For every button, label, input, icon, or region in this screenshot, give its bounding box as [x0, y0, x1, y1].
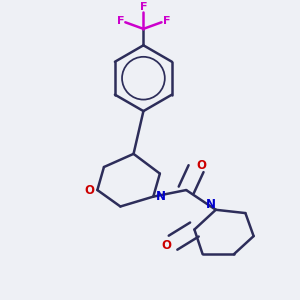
Text: F: F	[140, 2, 147, 13]
Text: N: N	[206, 198, 216, 212]
Text: O: O	[196, 159, 206, 172]
Text: O: O	[161, 239, 171, 253]
Text: N: N	[155, 190, 166, 203]
Text: F: F	[163, 16, 170, 26]
Text: F: F	[117, 16, 124, 26]
Text: O: O	[84, 184, 94, 196]
